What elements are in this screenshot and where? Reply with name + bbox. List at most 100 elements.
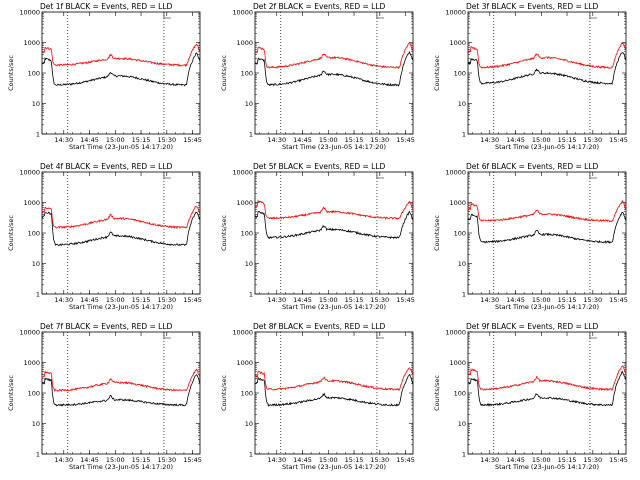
y-tick-label: 10 xyxy=(32,100,40,108)
x-tick-label: 15:45 xyxy=(183,136,202,144)
x-axis-label: Start Time (23-Jun-05 14:17:20) xyxy=(495,463,599,471)
marker-bracket xyxy=(376,173,384,179)
lld-series-line xyxy=(41,43,201,67)
x-tick-label: 15:30 xyxy=(583,456,602,464)
x-tick-label: 14:30 xyxy=(480,456,499,464)
lld-series-line xyxy=(41,206,201,230)
y-tick-label: 1 xyxy=(36,130,40,138)
detector-panel-6: Det 6f BLACK = Events, RED = LLD 1 10 100 10… xyxy=(433,162,628,311)
x-tick-label: 14:45 xyxy=(80,296,99,304)
x-tick-label: 14:45 xyxy=(293,456,312,464)
events-series-line xyxy=(41,374,201,407)
x-tick-label: 15:45 xyxy=(183,296,202,304)
y-tick-label: 1000 xyxy=(449,39,466,47)
events-series-line xyxy=(254,50,414,87)
events-series-line xyxy=(467,212,627,244)
y-tick-label: 10000 xyxy=(19,8,40,16)
x-tick-label: 15:00 xyxy=(106,296,125,304)
marker-bracket xyxy=(589,333,597,339)
y-tick-label: 10000 xyxy=(445,328,466,336)
events-series-line xyxy=(467,370,627,407)
y-tick-label: 10000 xyxy=(19,328,40,336)
x-tick-label: 15:30 xyxy=(370,136,389,144)
y-tick-label: 100 xyxy=(454,229,466,237)
plot-frame xyxy=(41,11,201,135)
x-tick-label: 15:00 xyxy=(532,296,551,304)
plot-frame xyxy=(254,171,414,295)
y-axis-label: Counts/sec xyxy=(7,375,15,411)
x-axis-label: Start Time (23-Jun-05 14:17:20) xyxy=(282,303,386,311)
x-tick-label: 15:30 xyxy=(370,456,389,464)
x-tick-label: 14:30 xyxy=(480,296,499,304)
x-tick-label: 15:15 xyxy=(132,296,151,304)
x-tick-label: 15:15 xyxy=(558,456,577,464)
x-tick-label: 14:30 xyxy=(267,456,286,464)
x-axis-label: Start Time (23-Jun-05 14:17:20) xyxy=(495,143,599,151)
x-tick-label: 14:30 xyxy=(480,136,499,144)
y-tick-label: 1000 xyxy=(23,359,40,367)
x-tick-label: 15:15 xyxy=(558,136,577,144)
x-tick-label: 15:00 xyxy=(319,136,338,144)
plot-frame xyxy=(467,331,627,455)
y-tick-label: 10000 xyxy=(19,168,40,176)
x-tick-label: 15:15 xyxy=(132,456,151,464)
y-tick-label: 1000 xyxy=(449,359,466,367)
y-axis-label: Counts/sec xyxy=(433,55,441,91)
y-tick-label: 1 xyxy=(249,450,253,458)
y-tick-label: 1 xyxy=(249,130,253,138)
x-tick-label: 14:45 xyxy=(80,456,99,464)
y-axis-label: Counts/sec xyxy=(433,375,441,411)
x-tick-label: 15:30 xyxy=(157,136,176,144)
y-axis-label: Counts/sec xyxy=(220,215,228,251)
lld-series-line xyxy=(41,368,201,393)
plot-frame xyxy=(41,171,201,295)
y-axis-label: Counts/sec xyxy=(7,215,15,251)
x-tick-label: 15:00 xyxy=(319,296,338,304)
lld-series-line xyxy=(254,41,414,70)
x-tick-label: 14:45 xyxy=(293,136,312,144)
x-tick-label: 15:15 xyxy=(132,136,151,144)
detector-panel-4: Det 4f BLACK = Events, RED = LLD 1 10 100 10… xyxy=(7,162,202,311)
x-tick-label: 15:45 xyxy=(609,456,628,464)
y-tick-label: 10 xyxy=(458,420,466,428)
y-tick-label: 10 xyxy=(32,260,40,268)
y-axis-label: Counts/sec xyxy=(433,215,441,251)
panel-title: Det 1f BLACK = Events, RED = LLD xyxy=(40,2,173,11)
panel-title: Det 7f BLACK = Events, RED = LLD xyxy=(40,322,173,331)
y-tick-label: 10 xyxy=(245,420,253,428)
lld-series-line xyxy=(467,199,627,223)
y-tick-label: 10000 xyxy=(445,8,466,16)
x-tick-label: 15:15 xyxy=(345,296,364,304)
y-tick-label: 10 xyxy=(458,260,466,268)
plot-frame xyxy=(41,331,201,455)
marker-bracket xyxy=(163,173,171,179)
y-tick-label: 1000 xyxy=(449,199,466,207)
panel-title: Det 8f BLACK = Events, RED = LLD xyxy=(253,322,386,331)
y-tick-label: 1 xyxy=(36,450,40,458)
x-axis-label: Start Time (23-Jun-05 14:17:20) xyxy=(69,463,173,471)
x-tick-label: 15:15 xyxy=(345,136,364,144)
y-tick-label: 1 xyxy=(462,450,466,458)
y-tick-label: 10 xyxy=(32,420,40,428)
lld-series-line xyxy=(254,367,414,392)
lld-series-line xyxy=(467,365,627,392)
detector-panel-8: Det 8f BLACK = Events, RED = LLD 1 10 100 10… xyxy=(220,322,415,471)
x-tick-label: 14:30 xyxy=(54,136,73,144)
y-tick-label: 1000 xyxy=(236,359,253,367)
detector-panel-1: Det 1f BLACK = Events, RED = LLD 1 10 100 10… xyxy=(7,2,202,151)
y-tick-label: 100 xyxy=(28,229,40,237)
x-tick-label: 15:15 xyxy=(345,456,364,464)
detector-panel-5: Det 5f BLACK = Events, RED = LLD 1 10 100 10… xyxy=(220,162,415,311)
y-tick-label: 1000 xyxy=(236,39,253,47)
y-tick-label: 100 xyxy=(454,389,466,397)
marker-bracket xyxy=(163,333,171,339)
x-tick-label: 15:30 xyxy=(157,296,176,304)
panel-title: Det 2f BLACK = Events, RED = LLD xyxy=(253,2,386,11)
marker-bracket xyxy=(589,13,597,19)
x-tick-label: 15:45 xyxy=(609,296,628,304)
y-tick-label: 100 xyxy=(454,69,466,77)
y-tick-label: 10 xyxy=(245,100,253,108)
y-tick-label: 100 xyxy=(28,389,40,397)
marker-bracket xyxy=(376,13,384,19)
y-tick-label: 1 xyxy=(36,290,40,298)
